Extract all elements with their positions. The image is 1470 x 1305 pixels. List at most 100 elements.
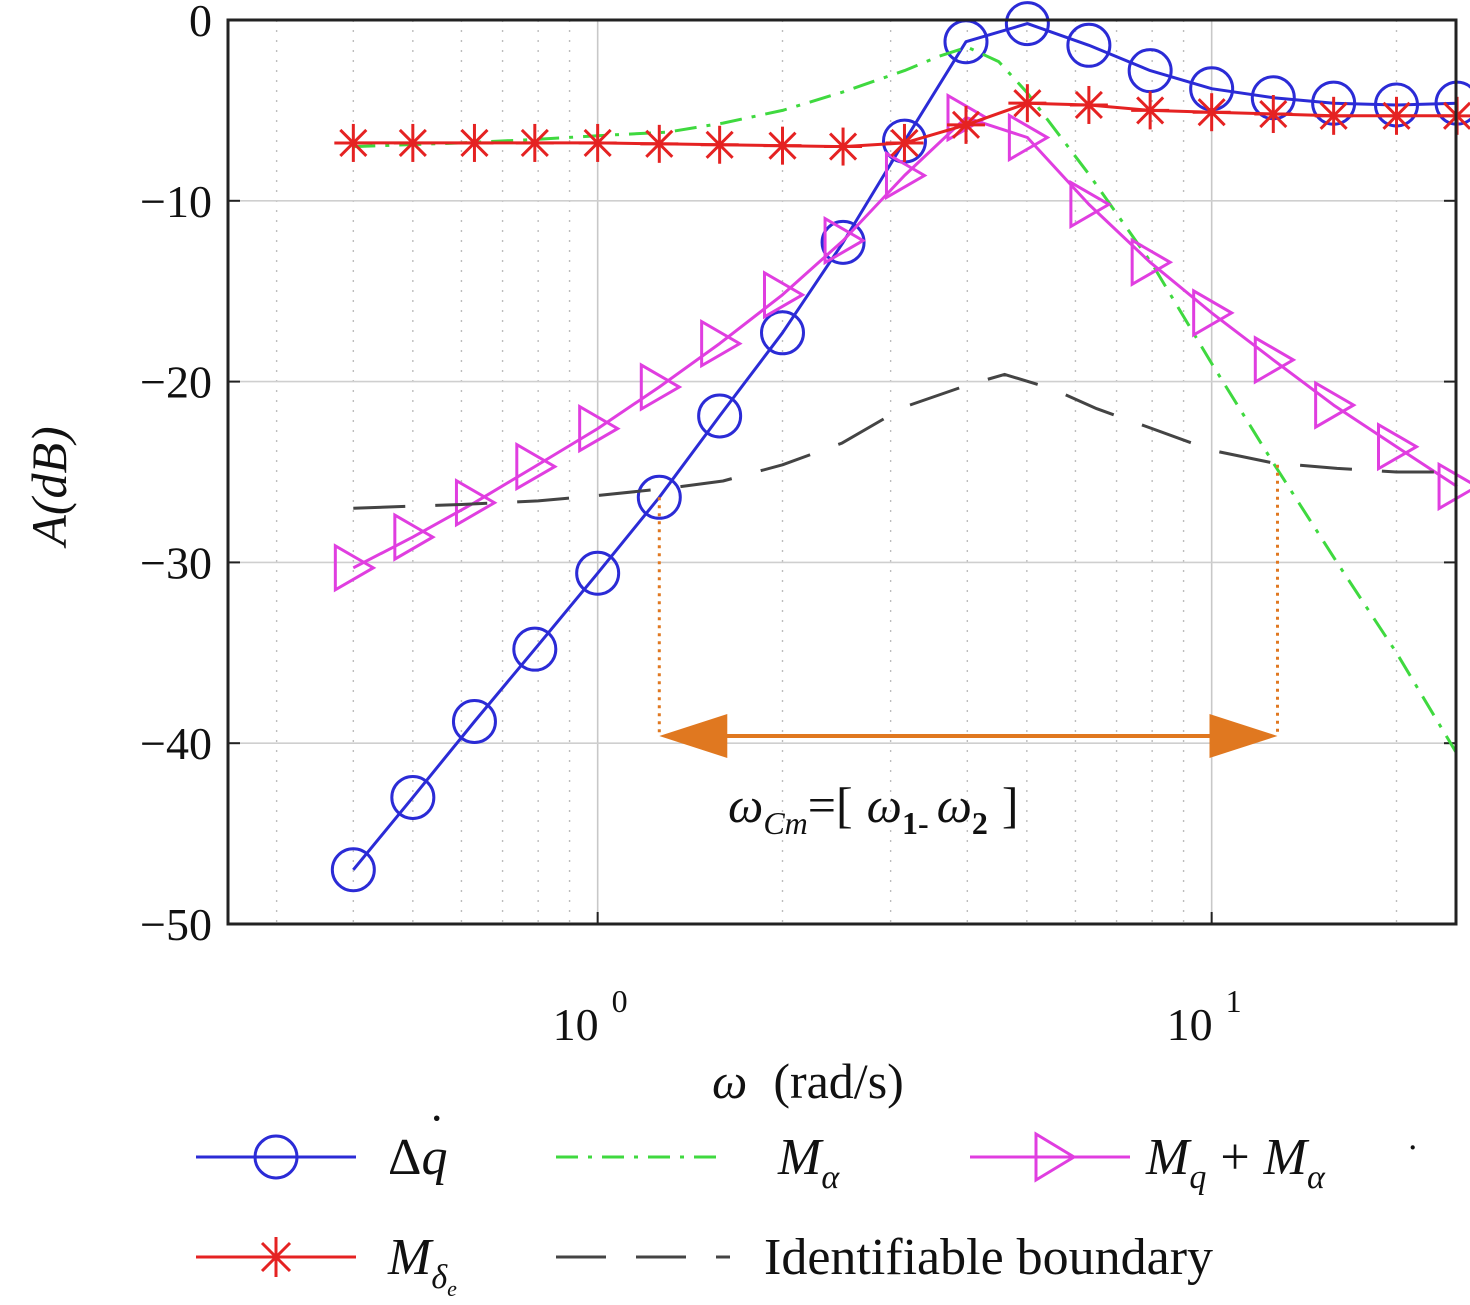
asterisk-stroke [1382, 101, 1411, 130]
series-3-marker-asterisk [1192, 93, 1231, 132]
asterisk-stroke [829, 132, 858, 161]
interval-arrow-head-left [659, 713, 728, 758]
legend-label-dq: Δq [388, 1129, 447, 1186]
legend-mde-m: M [387, 1229, 434, 1286]
series-3-marker-asterisk [455, 123, 494, 162]
series-2-marker-triangle [515, 441, 558, 492]
asterisk-stroke [768, 131, 797, 160]
asterisk-stroke [583, 128, 612, 158]
asterisk-stroke [1319, 101, 1348, 130]
series-2-marker-triangle [1253, 335, 1297, 385]
y-tick-label: 0 [189, 0, 212, 46]
series-3-marker-asterisk [515, 123, 554, 162]
series-2-marker-triangle [700, 319, 743, 369]
series-0-marker-circle [697, 393, 743, 439]
legend-mq-m1: M [1145, 1129, 1192, 1186]
series-0-marker-circle [575, 550, 621, 596]
legend-entry-malpha: Mα [556, 1129, 840, 1196]
x-tick-label: 10 [553, 999, 599, 1050]
interval-arrow-head-right [1209, 713, 1278, 758]
legend-mq-sub1: q [1189, 1159, 1206, 1196]
series-3-marker-asterisk [1008, 84, 1047, 123]
series-2-marker-triangle [823, 215, 867, 266]
series-3-marker-asterisk [885, 123, 924, 162]
series-3-marker-asterisk [578, 123, 617, 162]
series-0-marker-circle [512, 626, 558, 672]
interval-w1: ω [867, 777, 902, 833]
series-3-marker-asterisk [1069, 85, 1108, 124]
interval-close: ] [1002, 777, 1019, 833]
annotations-layer [657, 464, 1279, 758]
asterisk-stroke [1136, 96, 1165, 125]
series-2-marker-triangle [1192, 288, 1235, 338]
asterisk-stroke [1074, 90, 1103, 120]
interval-w2-sub: 2 [972, 805, 988, 841]
series-3-marker-asterisk [1314, 96, 1353, 135]
series-0-marker-circle [759, 310, 805, 356]
y-tick-label: −10 [140, 176, 212, 227]
tick-labels: 0 −10 −20 −30 −40 −50 10 0 10 1 [140, 0, 1242, 1050]
y-tick-label: −50 [140, 899, 212, 950]
x-tick-exponent: 1 [1226, 983, 1242, 1019]
y-tick-label: −40 [140, 718, 212, 769]
series-3-marker-asterisk [334, 123, 373, 162]
asterisk-stroke [1259, 99, 1288, 129]
asterisk-stroke [951, 110, 981, 139]
asterisk-stroke [1197, 98, 1226, 127]
legend-marker-dq [253, 1134, 299, 1180]
legend-entry-dq: Δq ˙ [196, 1105, 447, 1186]
interval-omega: ω [728, 777, 763, 833]
asterisk-stroke [520, 128, 549, 158]
asterisk-stroke [1013, 89, 1042, 118]
series-2-marker-triangle [333, 543, 377, 593]
asterisk-stroke [339, 128, 368, 158]
x-tick-label: 10 [1167, 999, 1213, 1050]
series-2-marker-triangle [1069, 179, 1112, 230]
series-2-marker-triangle [1130, 237, 1174, 287]
series-0-marker-circle [820, 219, 866, 265]
legend-malpha-m: M [777, 1129, 824, 1186]
plot-frame [226, 18, 1458, 926]
series-2-marker-triangle [762, 270, 806, 320]
series-3-marker-asterisk [393, 123, 432, 162]
legend-marker-mq [1034, 1131, 1077, 1183]
series-0-marker-circle [451, 699, 497, 745]
series-layer [330, 1, 1470, 893]
series-3-marker-asterisk [700, 125, 739, 164]
y-axis-label: A(dB) [21, 426, 77, 548]
series-3-marker-asterisk [1377, 96, 1416, 135]
legend-dq-dot: ˙ [428, 1105, 445, 1162]
asterisk-stroke [705, 130, 734, 159]
series-3-marker-asterisk [763, 126, 802, 165]
y-axis-unit: (dB) [21, 426, 77, 515]
series-0-marker-circle [881, 118, 927, 164]
legend-dq-q: q [421, 1129, 447, 1186]
legend: Δq ˙ Mα Mq + Mα ˙ [196, 1105, 1419, 1301]
legend-mde-sub: δ [431, 1259, 448, 1296]
legend-entry-mde: Mδe [196, 1229, 457, 1301]
legend-dq-delta: Δ [388, 1129, 421, 1186]
interval-sub: Cm [763, 805, 807, 841]
legend-mde-subsub: e [447, 1276, 457, 1301]
legend-entry-mq: Mq + Mα ˙ [970, 1129, 1419, 1196]
x-axis-omega: ω [712, 1053, 747, 1109]
series-2-marker-triangle [578, 404, 621, 454]
x-axis-unit: (rad/s) [773, 1053, 904, 1109]
legend-label-malpha: Mα [777, 1129, 840, 1196]
legend-mq-m2: M [1263, 1129, 1310, 1186]
series-1-line [353, 45, 1458, 753]
asterisk-stroke [398, 128, 427, 158]
series-2-line [352, 116, 1458, 570]
y-tick-label: −20 [140, 357, 212, 408]
asterisk-stroke [460, 128, 489, 158]
y-tick-label: −30 [140, 537, 212, 588]
series-0-marker-circle [390, 774, 436, 820]
series-2-marker-triangle [1376, 422, 1420, 472]
interval-label: ωCm=[ω1- ω2] [728, 777, 1019, 841]
series-0-marker-circle [636, 474, 682, 520]
series-2-marker-triangle [639, 362, 683, 412]
series-2-marker-triangle [1007, 112, 1051, 163]
series-0-marker-circle [1066, 22, 1112, 68]
series-3-marker-asterisk [1131, 91, 1170, 130]
series-0-marker-circle [1004, 1, 1050, 47]
